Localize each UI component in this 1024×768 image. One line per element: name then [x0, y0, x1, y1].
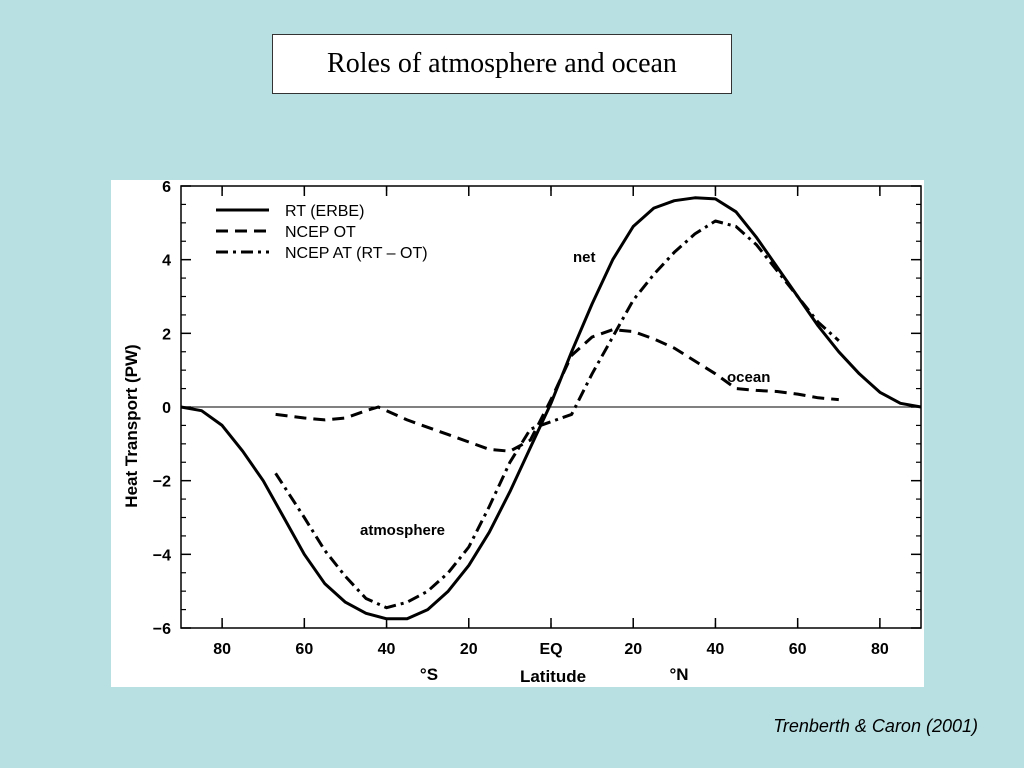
legend-label: RT (ERBE): [285, 203, 364, 220]
x-tick-label: 20: [460, 641, 478, 658]
y-tick-label: 6: [162, 180, 171, 196]
x-tick-label: 60: [295, 641, 313, 658]
chart-panel: 80 60 40 20 EQ 20 40 60 80 −6 −4 −2 0 2 4 6 RT (ERBE) NC…: [111, 180, 924, 687]
series-line-dashed: [275, 328, 839, 453]
x-tick-label: 60: [789, 641, 807, 658]
legend: RT (ERBE) NCEP OT NCEP AT (RT – OT): [216, 203, 428, 262]
annotation-ocean: ocean: [727, 369, 770, 386]
series-lines: [180, 196, 922, 621]
y-tick-label: 4: [162, 253, 171, 270]
x-tick-label: EQ: [539, 641, 562, 658]
y-axis-title: Heat Transport (PW): [122, 344, 141, 507]
x-tick-label: 80: [871, 641, 889, 658]
x-tick-label: 40: [378, 641, 396, 658]
y-tick-label: 0: [162, 400, 171, 417]
y-tick-label: −2: [153, 474, 171, 491]
x-tick-label: 80: [213, 641, 231, 658]
x-axis-title: Latitude: [520, 667, 586, 686]
heat-transport-chart: 80 60 40 20 EQ 20 40 60 80 −6 −4 −2 0 2 4 6 RT (ERBE) NC…: [122, 180, 922, 686]
x-tick-label: 40: [707, 641, 725, 658]
legend-label: NCEP AT (RT – OT): [285, 245, 428, 262]
axis-ticks: 80 60 40 20 EQ 20 40 60 80 −6 −4 −2 0 2 4 6: [153, 180, 921, 658]
annotation-net: net: [573, 249, 596, 266]
legend-label: NCEP OT: [285, 224, 356, 241]
y-tick-label: 2: [162, 326, 171, 343]
y-tick-label: −4: [153, 547, 171, 564]
citation: Trenberth & Caron (2001): [773, 716, 978, 736]
x-hemisphere-north-label: °N: [669, 665, 688, 684]
x-tick-label: 20: [624, 641, 642, 658]
x-hemisphere-south-label: °S: [420, 665, 438, 684]
slide-title: Roles of atmosphere and ocean: [272, 34, 732, 94]
y-tick-label: −6: [153, 621, 171, 638]
annotation-atmosphere: atmosphere: [360, 522, 445, 539]
